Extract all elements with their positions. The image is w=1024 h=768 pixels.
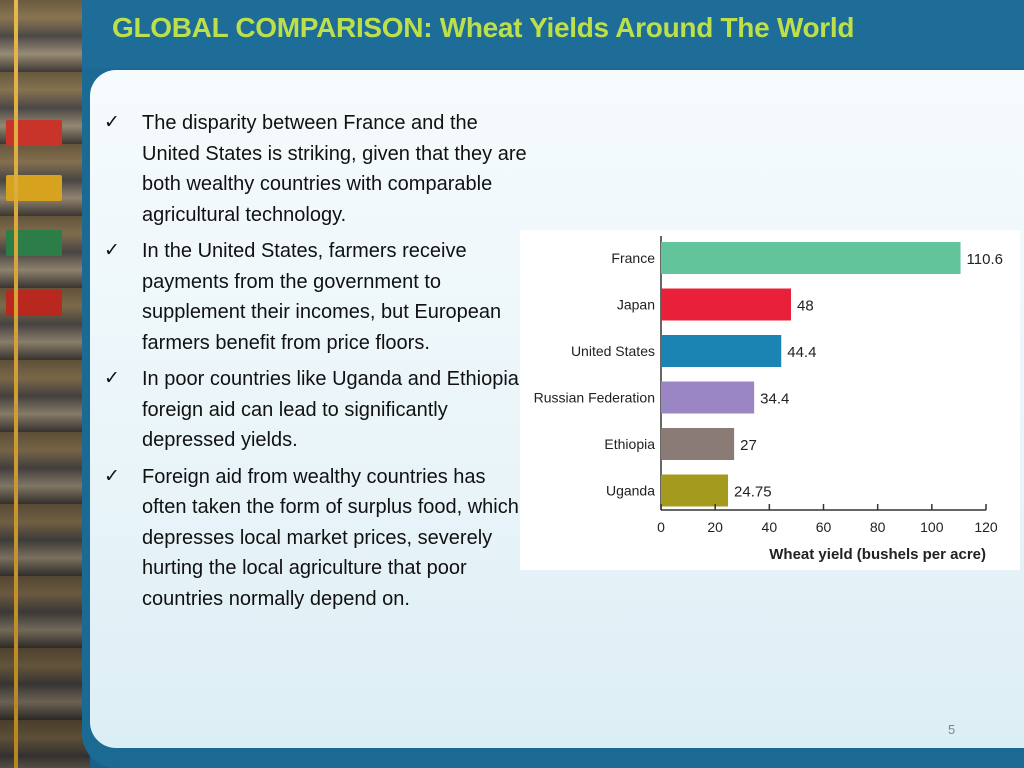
chart-panel: France 110.6 Japan 48 United States 44.4 Russi…	[520, 230, 1020, 570]
x-tick-label: 0	[657, 519, 665, 535]
bar-ethiopia	[661, 428, 735, 460]
bar-russian-federation	[661, 381, 755, 414]
bullet-text: The disparity between France and the Uni…	[142, 112, 527, 226]
x-tick-label: 120	[974, 519, 998, 535]
x-tick-label: 20	[707, 519, 723, 535]
check-icon: ✓	[104, 240, 120, 261]
category-label: France	[611, 250, 655, 266]
bullet-list: ✓ The disparity between France and the U…	[104, 108, 534, 620]
category-label: Ethiopia	[604, 436, 655, 452]
bar-united-states	[661, 335, 782, 367]
value-label: 44.4	[787, 344, 816, 361]
bar-uganda	[661, 474, 729, 507]
x-tick-label: 100	[920, 519, 944, 535]
bar-japan	[661, 288, 791, 321]
category-label: United States	[571, 343, 655, 359]
bullet-text: In poor countries like Uganda and Ethiop…	[142, 368, 525, 451]
value-label: 24.75	[734, 484, 772, 501]
check-icon: ✓	[104, 112, 120, 133]
category-label: Russian Federation	[534, 390, 655, 406]
category-label: Uganda	[606, 483, 655, 499]
bullet-item: ✓ In the United States, farmers receive …	[104, 236, 534, 358]
category-label: Japan	[617, 297, 655, 313]
bullet-text: In the United States, farmers receive pa…	[142, 240, 502, 354]
value-label: 27	[740, 437, 757, 454]
title-bar	[82, 0, 1024, 68]
x-tick-label: 80	[870, 519, 886, 535]
bullet-item: ✓ The disparity between France and the U…	[104, 108, 534, 230]
bullet-text: Foreign aid from wealthy countries has o…	[142, 465, 519, 610]
x-tick-label: 40	[762, 519, 778, 535]
value-label: 34.4	[760, 391, 789, 408]
check-icon: ✓	[104, 465, 120, 487]
check-icon: ✓	[104, 368, 120, 389]
value-label: 48	[797, 298, 814, 315]
page-number: 5	[948, 722, 956, 737]
wheat-yield-chart: France 110.6 Japan 48 United States 44.4 Russi…	[534, 236, 1003, 563]
x-tick-label: 60	[816, 519, 832, 535]
bullet-item: ✓ Foreign aid from wealthy countries has…	[104, 462, 534, 615]
value-label: 110.6	[967, 251, 1003, 268]
bullet-item: ✓ In poor countries like Uganda and Ethi…	[104, 364, 534, 456]
gold-accent-bar	[14, 0, 18, 768]
slide-title: GLOBAL COMPARISON: Wheat Yields Around T…	[112, 12, 855, 43]
x-axis-title: Wheat yield (bushels per acre)	[769, 546, 986, 563]
bar-france	[661, 242, 961, 274]
street-photo-strip	[0, 0, 90, 768]
